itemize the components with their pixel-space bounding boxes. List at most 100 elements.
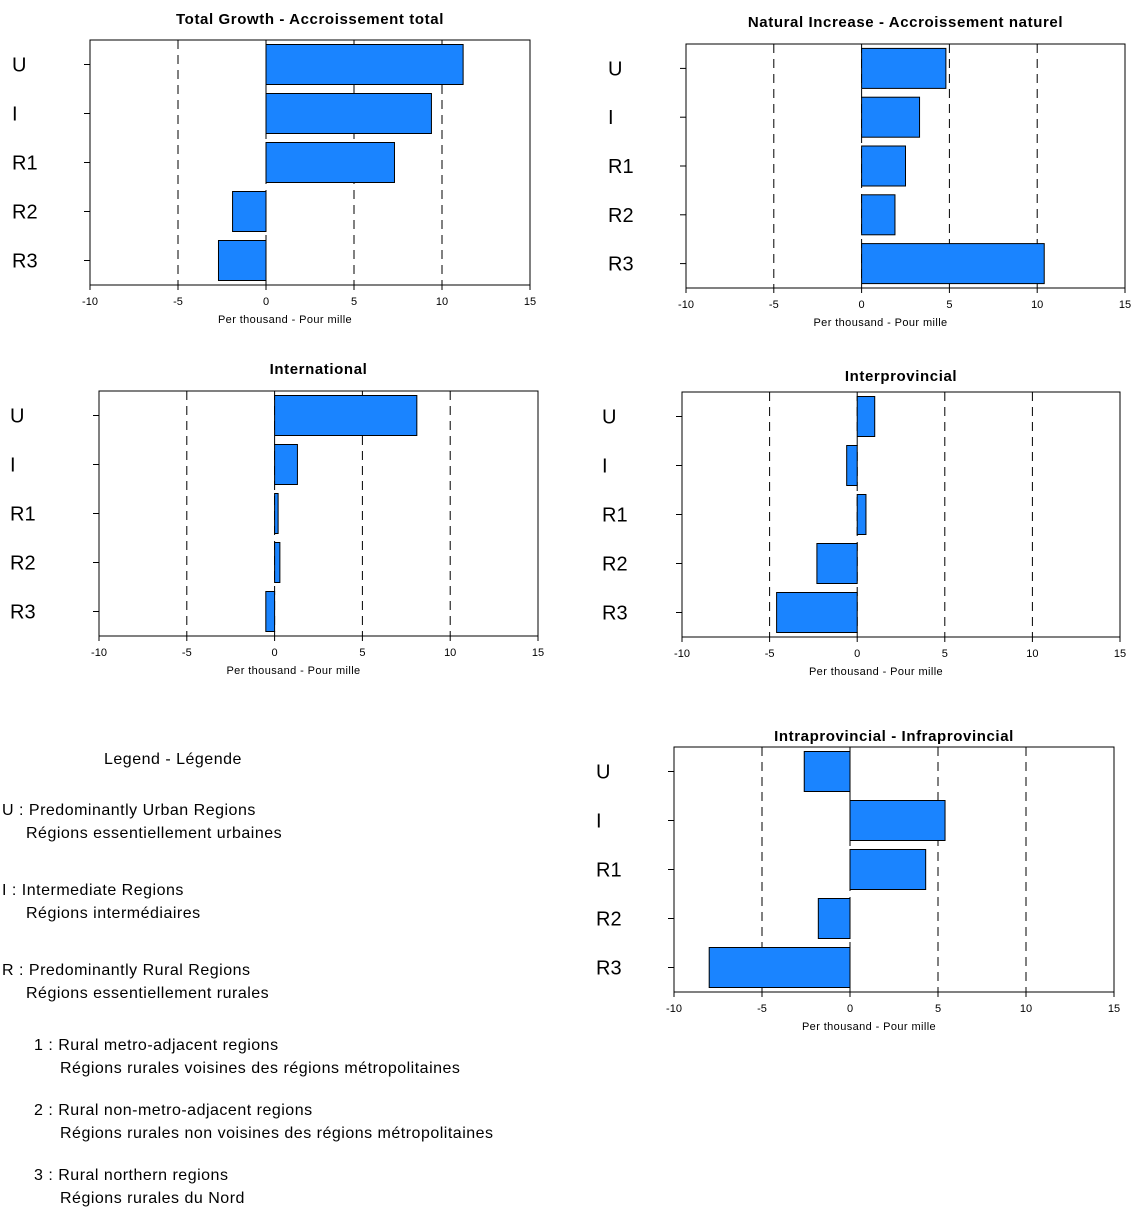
legend-text-fr: Régions rurales voisines des régions mét… bbox=[60, 1060, 460, 1077]
chart-title: International bbox=[270, 361, 368, 378]
legend-entry-line: I : Intermediate Regions bbox=[2, 882, 184, 899]
category-label: R2 bbox=[10, 553, 36, 575]
plot-frame bbox=[681, 391, 1121, 637]
category-label: U bbox=[602, 407, 616, 429]
x-tick-label: 10 bbox=[1031, 299, 1043, 311]
bar bbox=[274, 493, 279, 534]
chart-title: Interprovincial bbox=[845, 368, 957, 385]
legend-entry-line: R : Predominantly Rural Regions bbox=[2, 962, 251, 979]
x-tick-label: 0 bbox=[854, 648, 860, 660]
x-tick-label: -10 bbox=[666, 1003, 682, 1015]
category-label: R3 bbox=[12, 251, 38, 273]
x-tick-label: 10 bbox=[1026, 648, 1038, 660]
chart-panel: Natural Increase - Accroissement naturel… bbox=[608, 14, 1131, 329]
x-tick-label: -10 bbox=[82, 296, 98, 308]
legend-text-en: Rural non-metro-adjacent regions bbox=[58, 1102, 312, 1119]
category-label: R1 bbox=[596, 860, 622, 882]
x-tick-label: 5 bbox=[942, 648, 948, 660]
x-tick-label: 0 bbox=[272, 647, 278, 659]
bar bbox=[856, 396, 876, 437]
bar bbox=[861, 243, 1045, 285]
x-axis-label: Per thousand - Pour mille bbox=[809, 666, 943, 678]
chart-title: Natural Increase - Accroissement naturel bbox=[748, 14, 1063, 31]
bar bbox=[265, 44, 464, 85]
x-tick-label: 15 bbox=[524, 296, 536, 308]
legend: Legend - Légende U : Predominantly Urban … bbox=[2, 751, 494, 1207]
legend-text-fr: Régions rurales non voisines des régions… bbox=[60, 1125, 494, 1142]
bar bbox=[232, 191, 267, 232]
legend-code: 2 bbox=[34, 1102, 43, 1119]
bar bbox=[274, 444, 298, 485]
category-label: R3 bbox=[602, 603, 628, 625]
category-label: R1 bbox=[10, 504, 36, 526]
x-axis-label: Per thousand - Pour mille bbox=[813, 317, 947, 329]
x-tick-label: 15 bbox=[1114, 648, 1126, 660]
bar bbox=[265, 591, 276, 632]
bar bbox=[861, 194, 896, 236]
category-label: I bbox=[602, 456, 608, 478]
legend-text-fr: Régions intermédiaires bbox=[26, 905, 201, 922]
x-tick-label: -5 bbox=[765, 648, 775, 660]
category-label: U bbox=[596, 762, 610, 784]
chart-panel: Total Growth - Accroissement total U I R1 R2… bbox=[12, 11, 536, 326]
legend-text-en: Intermediate Regions bbox=[22, 882, 184, 899]
x-axis-label: Per thousand - Pour mille bbox=[802, 1021, 936, 1033]
legend-entry-line: 2 : Rural non-metro-adjacent regions bbox=[34, 1102, 313, 1119]
legend-separator: : bbox=[14, 802, 29, 819]
bar bbox=[265, 142, 395, 183]
x-tick-label: 15 bbox=[1119, 299, 1131, 311]
category-label: I bbox=[608, 107, 614, 129]
legend-text-en: Predominantly Urban Regions bbox=[29, 802, 256, 819]
x-tick-label: 0 bbox=[263, 296, 269, 308]
x-tick-label: 0 bbox=[859, 299, 865, 311]
x-axis-label: Per thousand - Pour mille bbox=[226, 665, 360, 677]
x-tick-label: 0 bbox=[847, 1003, 853, 1015]
bar bbox=[817, 898, 851, 939]
bar bbox=[217, 240, 267, 281]
x-tick-label: 5 bbox=[946, 299, 952, 311]
legend-text-en: Predominantly Rural Regions bbox=[29, 962, 251, 979]
legend-text-fr: Régions essentiellement urbaines bbox=[26, 825, 282, 842]
legend-separator: : bbox=[14, 962, 29, 979]
x-tick-label: 10 bbox=[1020, 1003, 1032, 1015]
legend-separator: : bbox=[43, 1037, 58, 1054]
legend-text-en: Rural metro-adjacent regions bbox=[58, 1037, 278, 1054]
bar bbox=[274, 395, 418, 436]
category-label: R1 bbox=[602, 505, 628, 527]
x-tick-label: 10 bbox=[436, 296, 448, 308]
legend-text-fr: Régions rurales du Nord bbox=[60, 1190, 245, 1207]
bar bbox=[776, 592, 858, 633]
legend-heading: Legend - Légende bbox=[104, 751, 242, 768]
x-tick-label: -5 bbox=[757, 1003, 767, 1015]
bar bbox=[846, 445, 858, 486]
bar bbox=[265, 93, 432, 134]
x-tick-label: 5 bbox=[935, 1003, 941, 1015]
chart-title: Total Growth - Accroissement total bbox=[176, 11, 444, 28]
bar bbox=[849, 800, 946, 841]
chart-panel: International U I R1 R2 R3 -10 -5 0 5 10 15 Per thou… bbox=[10, 361, 544, 677]
category-label: R3 bbox=[596, 958, 622, 980]
category-label: R2 bbox=[608, 205, 634, 227]
legend-entry-line: U : Predominantly Urban Regions bbox=[2, 802, 256, 819]
category-label: R3 bbox=[10, 602, 36, 624]
bar bbox=[849, 849, 927, 890]
x-tick-label: 15 bbox=[1108, 1003, 1120, 1015]
x-tick-label: 10 bbox=[444, 647, 456, 659]
x-tick-label: -5 bbox=[173, 296, 183, 308]
legend-separator: : bbox=[7, 882, 22, 899]
legend-code: R bbox=[2, 962, 14, 979]
x-axis-label: Per thousand - Pour mille bbox=[218, 314, 352, 326]
category-label: U bbox=[608, 58, 622, 80]
x-tick-label: -5 bbox=[182, 647, 192, 659]
chart-panel: Interprovincial U I R1 R2 R3 -10 -5 0 5 10 15 Per th… bbox=[602, 368, 1126, 678]
legend-code: I bbox=[2, 882, 7, 899]
bar bbox=[708, 947, 851, 988]
category-label: U bbox=[12, 55, 26, 77]
bar bbox=[861, 96, 921, 138]
bar bbox=[861, 145, 906, 187]
legend-text-fr: Régions essentiellement rurales bbox=[26, 985, 269, 1002]
category-label: R1 bbox=[12, 153, 38, 175]
category-label: R2 bbox=[602, 554, 628, 576]
category-label: R2 bbox=[596, 909, 622, 931]
